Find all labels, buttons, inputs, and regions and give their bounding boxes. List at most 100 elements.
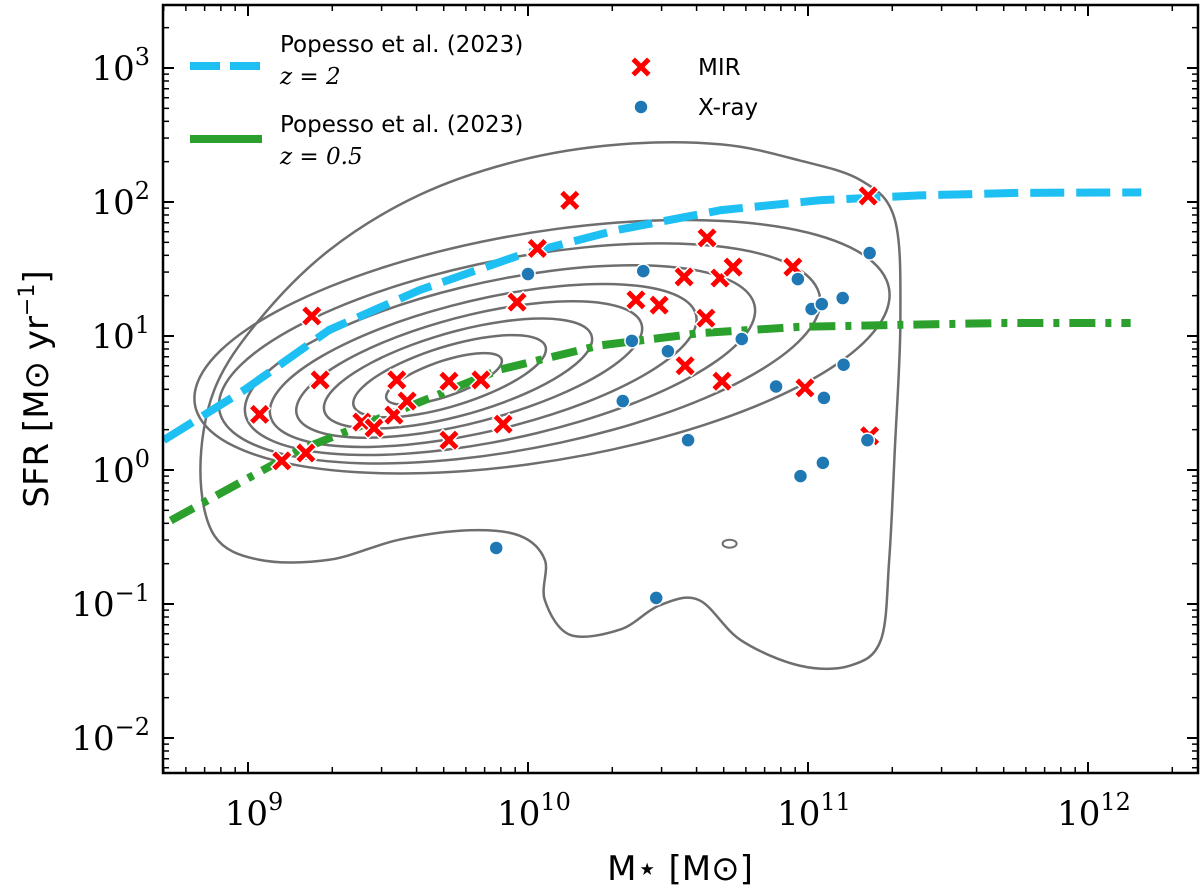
mir-point [469, 368, 493, 392]
mir-point-cross [626, 290, 646, 310]
xray-point [859, 432, 876, 448]
mir-point-cross [858, 186, 878, 206]
mir-point-cross [783, 257, 803, 277]
mir-point [308, 368, 332, 392]
mir-point [385, 368, 409, 392]
mir-point [525, 236, 550, 261]
xray-point [734, 331, 750, 347]
xray-point [680, 432, 696, 448]
xray-point [814, 296, 830, 312]
xray-point [792, 468, 809, 484]
mir-point-cross [384, 405, 404, 425]
mir-point-cross [560, 190, 580, 210]
mir-point [505, 290, 529, 314]
mir-point-cross [310, 370, 330, 390]
mir-point [270, 449, 294, 473]
mir-point-cross [364, 418, 384, 438]
model-lines [161, 188, 1142, 524]
xray-point [624, 333, 640, 349]
mir-point-cross [493, 414, 513, 434]
mir-point [437, 369, 461, 393]
x-axis-label: M⋆ [M⊙] [607, 849, 753, 889]
legend: Popesso et al. (2023) z = 2 Popesso et a… [190, 32, 758, 170]
mir-point [558, 188, 582, 212]
mir-point [395, 389, 419, 413]
mir-point-cross [649, 295, 669, 315]
y-tick-label: 103 [91, 43, 150, 89]
legend-label-mir: MIR [698, 55, 741, 81]
xray-point [520, 266, 536, 282]
legend-xray-marker-icon [633, 99, 649, 115]
legend-sublabel-z2: z = 2 [279, 64, 341, 90]
axis-ticks [162, 5, 1198, 773]
density-contours [193, 141, 902, 671]
xray-point [834, 290, 851, 306]
mir-point-cross [674, 267, 694, 287]
y-tick-label: 102 [91, 177, 150, 223]
tick-labels: 109 1010 1011 1012 10−2 10−1 100 101 102 103 [71, 43, 1131, 834]
mir-point [695, 226, 719, 250]
mir-point [672, 265, 696, 289]
mir-point-cross [471, 370, 491, 390]
mir-point-cross [439, 430, 459, 450]
mir-point [247, 402, 272, 427]
mir-point [710, 369, 734, 393]
xray-point [835, 357, 852, 373]
xray-point [861, 245, 878, 261]
mir-point-cross [697, 228, 717, 248]
legend-sublabel-z05: z = 0.5 [279, 144, 363, 170]
mir-point-cross [696, 308, 716, 328]
contour-level-5 [268, 282, 698, 449]
legend-label-z05: Popesso et al. (2023) [280, 112, 523, 138]
mir-point [491, 412, 515, 436]
line-popesso-z05 [168, 319, 1131, 524]
line-popesso-z2 [161, 188, 1142, 444]
contour-level-7 [217, 242, 822, 465]
mir-point-cross [675, 356, 695, 376]
mir-point-cross [302, 306, 322, 326]
xray-point [790, 271, 806, 287]
mir-point [294, 441, 318, 465]
mir-point [362, 416, 386, 440]
mir-point [382, 403, 406, 427]
mir-point-cross [439, 371, 459, 391]
contour-level-3 [322, 317, 594, 430]
y-tick-label: 100 [91, 445, 150, 491]
mir-point-cross [272, 451, 292, 471]
mir-point-cross [352, 412, 372, 432]
mir-point-cross [712, 371, 732, 391]
contour-level-6 [243, 263, 757, 457]
contour-island [721, 538, 738, 549]
mir-point [694, 306, 718, 330]
mir-point [793, 376, 817, 400]
y-tick-label: 101 [91, 311, 150, 357]
xray-point [488, 540, 504, 556]
mir-point [721, 255, 745, 279]
legend-label-z2: Popesso et al. (2023) [280, 32, 523, 58]
x-tick-label: 1010 [497, 788, 571, 834]
x-tick-label: 109 [225, 788, 284, 834]
mir-point-cross [795, 378, 815, 398]
mir-point [624, 288, 648, 312]
mir-point [350, 410, 374, 434]
mir-point-cross [387, 370, 407, 390]
mir-point [673, 354, 697, 378]
mir-point [300, 304, 324, 328]
xray-point [768, 378, 784, 395]
mir-point [437, 428, 461, 452]
mir-point-cross [397, 391, 417, 411]
y-tick-label: 10−1 [71, 579, 150, 625]
y-tick-label: 10−2 [71, 713, 150, 759]
mir-point [781, 255, 805, 279]
y-axis-label: SFR [M⊙ yr−1] [15, 270, 57, 507]
mir-point-cross [296, 443, 316, 463]
xray-point [615, 393, 631, 409]
mir-point [856, 184, 880, 208]
xray-point [648, 590, 664, 606]
mir-point-cross [250, 404, 270, 424]
xray-point [816, 390, 832, 406]
data-points [247, 184, 882, 606]
x-tick-label: 1012 [1057, 788, 1131, 834]
mir-point [647, 293, 671, 317]
mir-point-cross [723, 257, 743, 277]
